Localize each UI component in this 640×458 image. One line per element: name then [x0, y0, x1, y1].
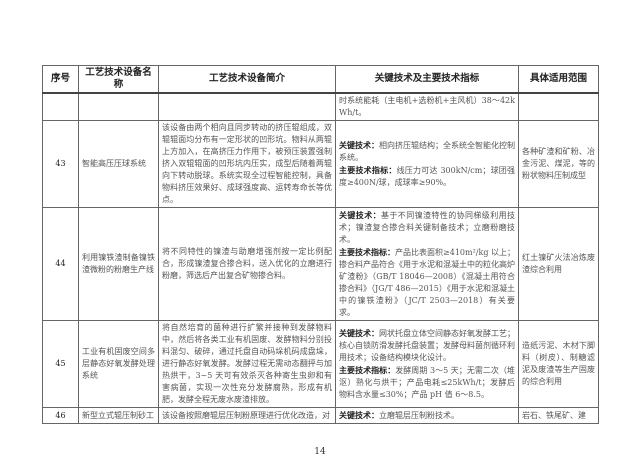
cell-name: 新型立式辊压制砂工 [78, 407, 159, 424]
cell-desc: 该设备由两个相向且同步转动的挤压辊组成，双辊辊面均分布有一定形状的凹形坑。物料从… [158, 120, 336, 208]
key-line: 关键技术：立磨辊层压制粉技术。 [339, 409, 515, 422]
table-row: 44 利用镍铁渣制备镍铁渣微粉的粉磨生产线 将不同特性的镍渣与助磨增强剂按一定比… [42, 207, 599, 321]
key-text: 相向挤压辊结构；全系统全智能化控制系统。 [339, 141, 515, 162]
page-number: 14 [314, 447, 326, 457]
main-text: 线压力可达 300kN/cm；球团强度≥400N/球，成球率≥90%。 [339, 166, 516, 187]
key-label: 关键技术： [339, 140, 379, 150]
table-header: 序号 工艺技术设备名称 工艺技术设备简介 关键技术及主要技术指标 具体适用范围 [42, 65, 599, 94]
cell-scope: 红土镍矿火法冶炼废渣综合利用 [518, 207, 599, 321]
cell-scope: 造纸污泥、木材下脚料（树皮）、制糖滤泥及废渣等生产固废的综合利用 [518, 320, 599, 408]
table-row: 46 新型立式辊压制砂工 该设备按照磨辊层压制粉原理进行优化改造，对 关键技术：… [42, 407, 599, 424]
cell-name: 工业有机固废空间多层静态好氧发酵处理系统 [78, 320, 159, 408]
cell-desc: 将不同特性的镍渣与助磨增强剂按一定比例配合，形成镍渣复合掺合料，送入优化的立磨进… [158, 207, 336, 321]
cell-scope: 岩石、铁尾矿、建 [518, 407, 599, 424]
key-label: 关键技术： [339, 210, 381, 220]
main-line: 主要技术指标：产品比表面积≥410m²/kg 以上；掺合料产品符合《用于水泥和混… [339, 246, 515, 319]
table-row-continued: 时系统能耗（主电机+选粉机+主风机）38～42kWh/t。 [42, 92, 599, 121]
key-text: 基于不同镍渣特性的协同梯级利用技术；镍渣复合掺合料关键制备技术；立磨粉磨技术。 [339, 211, 515, 244]
technology-table: 序号 工艺技术设备名称 工艺技术设备简介 关键技术及主要技术指标 具体适用范围 … [42, 65, 599, 424]
key-line: 关键技术：相向挤压辊结构；全系统全智能化控制系统。 [339, 139, 515, 164]
main-label: 主要技术指标： [339, 247, 396, 257]
cell-tech: 关键技术：基于不同镍渣特性的协同梯级利用技术；镍渣复合掺合料关键制备技术；立磨粉… [335, 207, 519, 321]
key-text: 立磨辊层压制粉技术。 [379, 411, 459, 420]
cell-no: 46 [42, 407, 79, 424]
header-tech: 关键技术及主要技术指标 [335, 65, 519, 94]
main-text: 产品比表面积≥410m²/kg 以上；掺合料产品符合《用于水泥和混凝土中的粒化高… [339, 248, 515, 317]
header-name: 工艺技术设备名称 [78, 65, 159, 94]
cell-tech: 时系统能耗（主电机+选粉机+主风机）38～42kWh/t。 [335, 92, 519, 121]
cell-scope: 各种矿渣和矿粉、冶金污泥、煤泥，等的粉状物料压制成型 [518, 120, 599, 208]
cell-tech: 关键技术：立磨辊层压制粉技术。 [335, 407, 519, 424]
key-line: 关键技术：网状托盘立体空间静态好氧发酵工艺；核心自锁防滑发酵托盘装置；发酵母料菌… [339, 327, 515, 364]
table-row: 43 智能高压压球系统 该设备由两个相向且同步转动的挤压辊组成，双辊辊面均分布有… [42, 120, 599, 208]
main-line: 主要技术指标：线压力可达 300kN/cm；球团强度≥400N/球，成球率≥90… [339, 164, 515, 189]
cell-desc: 将自然培育的菌种进行扩繁并接种到发酵物料中，然后将各类工业有机固废、发酵物料分别… [158, 320, 336, 408]
cell-tech: 关键技术：相向挤压辊结构；全系统全智能化控制系统。 主要技术指标：线压力可达 30… [335, 120, 519, 208]
key-label: 关键技术： [339, 328, 379, 338]
table-row: 45 工业有机固废空间多层静态好氧发酵处理系统 将自然培育的菌种进行扩繁并接种到… [42, 320, 599, 408]
cell-no: 44 [42, 207, 79, 321]
page-content: 序号 工艺技术设备名称 工艺技术设备简介 关键技术及主要技术指标 具体适用范围 … [42, 65, 599, 458]
header-desc: 工艺技术设备简介 [158, 65, 336, 94]
key-text: 网状托盘立体空间静态好氧发酵工艺；核心自锁防滑发酵托盘装置；发酵母料菌剂循环利用… [339, 329, 515, 362]
cell-tech: 关键技术：网状托盘立体空间静态好氧发酵工艺；核心自锁防滑发酵托盘装置；发酵母料菌… [335, 320, 519, 408]
cell-desc: 该设备按照磨辊层压制粉原理进行优化改造，对 [158, 407, 336, 424]
key-label: 关键技术： [339, 410, 379, 420]
key-line: 关键技术：基于不同镍渣特性的协同梯级利用技术；镍渣复合掺合料关键制备技术；立磨粉… [339, 209, 515, 246]
cell-no: 43 [42, 120, 79, 208]
main-label: 主要技术指标： [339, 365, 396, 375]
main-line: 主要技术指标：发酵周期 3～5 天；无需二次（堆沤）熟化与烘干；产品电耗≤25k… [339, 364, 515, 401]
header-no: 序号 [42, 65, 79, 94]
cell-name: 利用镍铁渣制备镍铁渣微粉的粉磨生产线 [78, 207, 159, 321]
header-scope: 具体适用范围 [518, 65, 599, 94]
cell-no: 45 [42, 320, 79, 408]
cell-name: 智能高压压球系统 [78, 120, 159, 208]
main-text: 发酵周期 3～5 天；无需二次（堆沤）熟化与烘干；产品电耗≤25kWh/t；发酵… [339, 366, 515, 399]
main-label: 主要技术指标： [339, 165, 397, 175]
